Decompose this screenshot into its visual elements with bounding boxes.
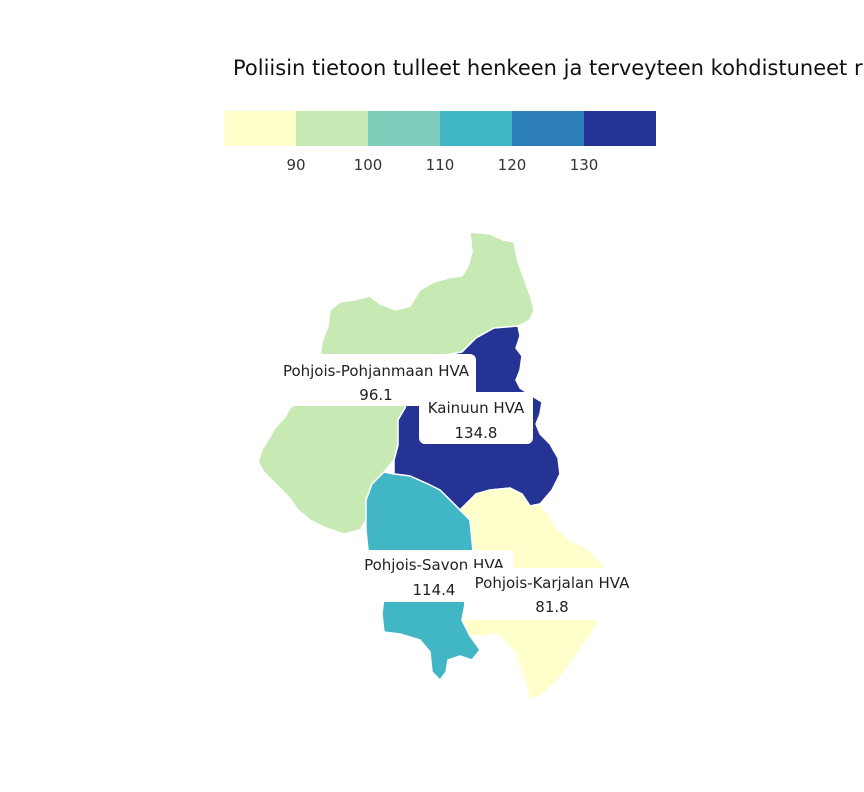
regions bbox=[257, 231, 605, 701]
label-box-kainuu bbox=[419, 392, 533, 444]
legend-tick-4: 120 bbox=[498, 156, 527, 174]
legend-swatch-6 bbox=[584, 111, 656, 146]
map-title: Poliisin tietoon tulleet henkeen ja terv… bbox=[233, 56, 864, 80]
region-value-pohjois-savo: 114.4 bbox=[413, 581, 456, 599]
legend-swatch-3 bbox=[368, 111, 440, 146]
legend-tick-5: 130 bbox=[570, 156, 599, 174]
legend-tick-2: 100 bbox=[354, 156, 383, 174]
label-pohjois-karjala: Pohjois-Karjalan HVA 81.8 bbox=[464, 568, 640, 620]
region-labels: Pohjois-Pohjanmaan HVA 96.1 Kainuun HVA … bbox=[276, 354, 640, 620]
legend: 90 100 110 120 130 bbox=[224, 111, 656, 174]
region-value-kainuu: 134.8 bbox=[455, 424, 498, 442]
legend-tick-1: 90 bbox=[286, 156, 305, 174]
legend-swatch-2 bbox=[296, 111, 368, 146]
legend-swatch-5 bbox=[512, 111, 584, 146]
region-name-pohjois-pohjanmaa: Pohjois-Pohjanmaan HVA bbox=[283, 362, 470, 380]
region-value-pohjois-pohjanmaa: 96.1 bbox=[359, 386, 392, 404]
region-name-pohjois-karjala: Pohjois-Karjalan HVA bbox=[475, 574, 630, 592]
label-box-pohjois-karjala bbox=[464, 568, 640, 620]
region-value-pohjois-karjala: 81.8 bbox=[535, 598, 568, 616]
legend-tick-3: 110 bbox=[426, 156, 455, 174]
legend-swatch-1 bbox=[224, 111, 296, 146]
label-kainuu: Kainuun HVA 134.8 bbox=[419, 392, 533, 444]
region-name-kainuu: Kainuun HVA bbox=[428, 399, 525, 417]
legend-swatch-4 bbox=[440, 111, 512, 146]
